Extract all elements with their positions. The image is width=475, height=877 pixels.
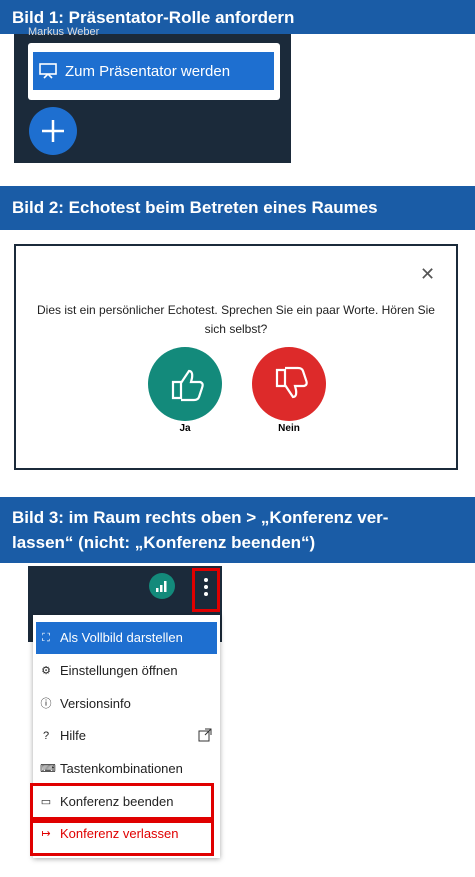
menu-label: Als Vollbild darstellen xyxy=(60,630,183,645)
menu-label: Konferenz verlassen xyxy=(60,826,179,841)
menu-dots[interactable] xyxy=(200,576,212,600)
section-title: Bild 2: Echotest beim Betreten eines Rau… xyxy=(0,186,475,230)
screenshot: Markus Weber Zum Präsentator werden xyxy=(14,26,291,163)
section-title: Bild 1: Präsentator-Rolle anfordern xyxy=(0,0,475,34)
close-icon[interactable]: ✕ xyxy=(420,264,436,284)
presenter-button[interactable]: Zum Präsentator werden xyxy=(33,52,274,90)
plus-button[interactable] xyxy=(28,106,78,156)
yes-button[interactable] xyxy=(147,346,223,422)
highlight-box xyxy=(192,568,220,612)
presenter-icon xyxy=(39,63,57,79)
dialog-text: Dies ist ein persönlicher Echotest. Spre… xyxy=(37,303,435,336)
menu-label: Konferenz beenden xyxy=(60,794,174,809)
menu-item[interactable]: ▭ Konferenz beenden xyxy=(40,794,174,809)
external-icon xyxy=(198,728,212,742)
menu-label: Hilfe xyxy=(60,728,87,743)
menu-label: Versionsinfo xyxy=(60,696,131,711)
menu-item[interactable]: ⓘ Versionsinfo xyxy=(40,696,131,711)
menu-item[interactable]: ⌨ Tastenkombinationen xyxy=(40,761,183,776)
user-name: Markus Weber xyxy=(28,26,100,38)
no-button[interactable] xyxy=(251,346,327,422)
menu-item[interactable]: ⛶ Als Vollbild darstellen xyxy=(42,630,183,645)
menu-highlight xyxy=(36,622,217,654)
popup: Zum Präsentator werden xyxy=(28,43,280,100)
section-title: Bild 3: im Raum rechts oben > „Konferenz… xyxy=(0,497,475,563)
highlight-box xyxy=(30,783,214,820)
menu-item[interactable]: ↦ Konferenz verlassen xyxy=(41,826,179,841)
yes-label: Ja xyxy=(179,423,191,434)
menu-item[interactable]: ⚙ Einstellungen öffnen xyxy=(41,663,178,678)
menu-label: Tastenkombinationen xyxy=(60,761,183,776)
dialog: ✕ Dies ist ein persönlicher Echotest. Sp… xyxy=(14,244,458,470)
highlight-box xyxy=(30,820,214,856)
button-label: Zum Präsentator werden xyxy=(65,62,231,80)
menu-label: Einstellungen öffnen xyxy=(60,663,178,678)
menu-item[interactable]: ? Hilfe xyxy=(42,728,87,743)
connection-icon[interactable] xyxy=(148,572,176,600)
no-label: Nein xyxy=(278,423,300,434)
